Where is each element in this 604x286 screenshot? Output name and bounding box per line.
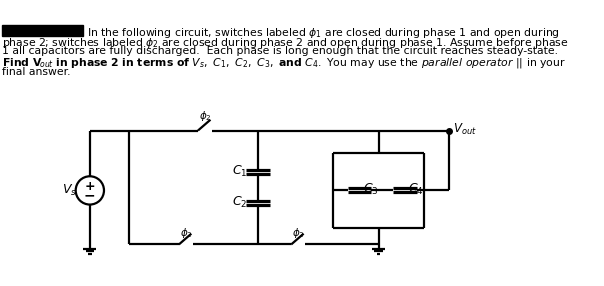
FancyBboxPatch shape xyxy=(2,25,83,36)
Text: 1 all capacitors are fully discharged.  Each phase is long enough that the circu: 1 all capacitors are fully discharged. E… xyxy=(2,46,557,56)
Text: $\mathbf{Find}$ $\mathbf{V}_{\!\mathit{out}}$ $\mathbf{in\ phase\ 2\ in\ terms\ : $\mathbf{Find}$ $\mathbf{V}_{\!\mathit{o… xyxy=(2,56,565,70)
Text: $V_s$: $V_s$ xyxy=(62,183,77,198)
Text: In the following circuit, switches labeled $\phi_1$ are closed during phase 1 an: In the following circuit, switches label… xyxy=(86,26,559,40)
Text: $V_{out}$: $V_{out}$ xyxy=(452,122,477,137)
Text: $\phi_2$: $\phi_2$ xyxy=(199,109,211,123)
Text: phase 2; switches labeled $\phi_2$ are closed during phase 2 and open during pha: phase 2; switches labeled $\phi_2$ are c… xyxy=(2,36,568,50)
Text: final answer.: final answer. xyxy=(2,67,70,77)
Text: +: + xyxy=(85,180,95,193)
Text: $\phi_2$: $\phi_2$ xyxy=(292,226,304,240)
Text: $C_3$: $C_3$ xyxy=(362,182,378,197)
Text: $C_2$: $C_2$ xyxy=(232,194,247,210)
Text: −: − xyxy=(84,188,95,202)
Text: $\phi_2$: $\phi_2$ xyxy=(179,226,192,240)
Text: $C_4$: $C_4$ xyxy=(408,182,424,197)
Text: $C_1$: $C_1$ xyxy=(232,164,247,179)
